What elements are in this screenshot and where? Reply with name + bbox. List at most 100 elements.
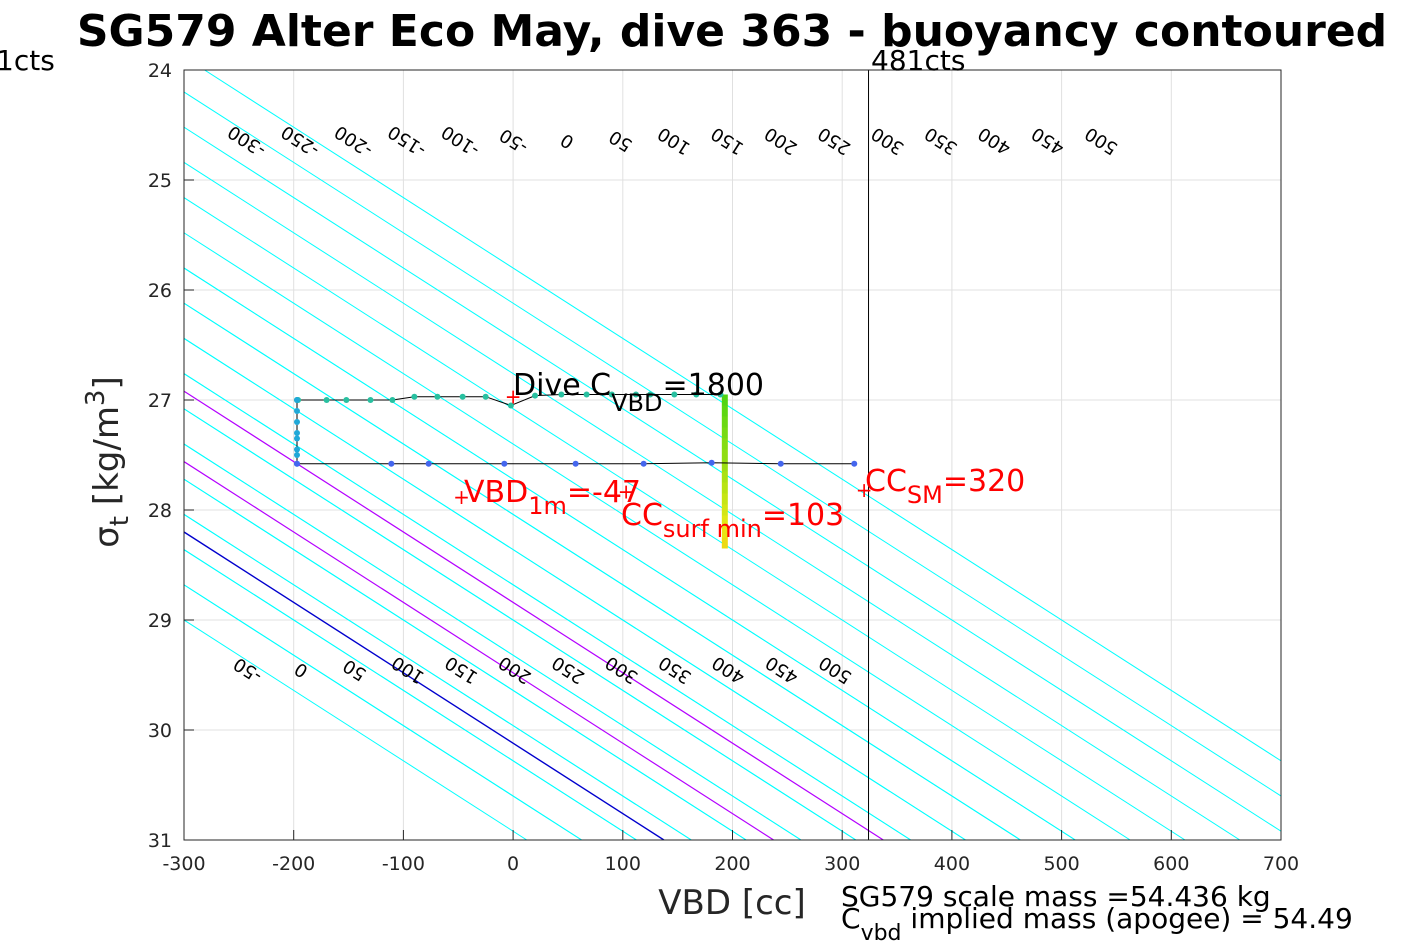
y-axis-title: σt [kg/m3] xyxy=(81,376,135,548)
contour-label-top: -250 xyxy=(278,121,324,161)
vertical-track-point xyxy=(293,397,300,403)
contour-label-top: -150 xyxy=(384,121,430,161)
contour-label-bottom: 50 xyxy=(340,655,371,685)
lower-track-point xyxy=(851,460,858,467)
vbd-min-label: 1cts xyxy=(0,44,55,77)
buoyancy-contour-line xyxy=(184,408,857,840)
reference-contour-line xyxy=(184,390,884,840)
vbd-1m-value: =-47 xyxy=(567,475,641,510)
x-tick-label: 200 xyxy=(714,853,750,875)
upper-track-point xyxy=(434,393,441,400)
y-tick-label: 29 xyxy=(148,610,172,632)
x-tick-label: 500 xyxy=(1043,853,1079,875)
upper-track-point xyxy=(558,391,565,398)
contour-label-bottom: 100 xyxy=(388,652,428,688)
buoyancy-contour-line xyxy=(184,513,692,840)
upper-track-point xyxy=(343,397,350,403)
dive-track: + + + + xyxy=(293,70,873,840)
vbd-1m-main: VBD xyxy=(464,475,528,510)
buoyancy-contours xyxy=(184,70,1281,840)
vertical-track-point xyxy=(293,430,300,436)
lower-track-point xyxy=(501,460,508,467)
grid-lines xyxy=(184,70,1281,840)
contour-label-bottom: 450 xyxy=(762,652,802,688)
dive-c-vbd-sub: VBD xyxy=(611,389,662,417)
contour-label-top: 450 xyxy=(1028,123,1068,159)
upper-track-point xyxy=(671,391,678,398)
lower-track-point xyxy=(293,460,300,467)
contour-label-top: -50 xyxy=(496,124,532,158)
contour-label-bottom: -50 xyxy=(230,653,266,687)
contour-label-bottom: 250 xyxy=(548,652,588,688)
buoyancy-contour-line xyxy=(184,584,582,840)
cc-surf-min-main: CC xyxy=(621,498,663,533)
contour-label-bottom: 350 xyxy=(655,652,695,688)
x-tick-label: -200 xyxy=(272,853,315,875)
reference-marker: + xyxy=(618,479,635,503)
lower-track-point xyxy=(708,459,715,466)
x-tick-label: 300 xyxy=(824,853,860,875)
implied-mass-text: Cvbd implied mass (apogee) = 54.49 xyxy=(841,902,1353,945)
buoyancy-contour-line xyxy=(184,373,912,840)
x-tick-label: 100 xyxy=(605,853,641,875)
x-tick-label: 700 xyxy=(1263,853,1299,875)
contour-label-top: 100 xyxy=(654,123,694,159)
y-tick-label: 26 xyxy=(148,280,172,302)
buoyancy-contour-line xyxy=(184,302,1021,840)
reference-marker: + xyxy=(453,485,470,509)
vertical-track-point xyxy=(293,446,300,453)
buoyancy-contour-line xyxy=(204,70,1281,762)
lower-track-point xyxy=(640,460,647,467)
buoyancy-contour-line xyxy=(184,232,1131,840)
cc-surf-min-value: =103 xyxy=(762,498,844,533)
implied-mass-sub: vbd xyxy=(861,921,902,945)
upper-track-point xyxy=(459,393,466,400)
scale-mass-text: SG579 scale mass =54.436 kg xyxy=(841,880,1271,913)
contour-label-top: -100 xyxy=(438,121,484,161)
upper-track-point xyxy=(632,391,639,398)
cc-sm-annotation: CCSM=320 xyxy=(865,464,1025,509)
buoyancy-contour-line xyxy=(184,337,966,840)
y-tick-label: 25 xyxy=(148,170,172,192)
cc-sm-main: CC xyxy=(865,464,907,499)
contour-label-top: 150 xyxy=(707,123,747,159)
buoyancy-contour-line xyxy=(184,373,912,840)
chart-title: SG579 Alter Eco May, dive 363 - buoyancy… xyxy=(77,6,1387,57)
dive-c-vbd-value: =1800 xyxy=(663,368,764,403)
lower-track-point xyxy=(572,460,579,467)
buoyancy-contour-line xyxy=(184,267,1076,840)
y-tick-label: 24 xyxy=(148,60,172,82)
upper-track-point xyxy=(608,391,615,398)
vertical-track-point xyxy=(293,419,300,425)
x-tick-label: 400 xyxy=(934,853,970,875)
vbd-max-label: 481cts xyxy=(871,44,965,77)
buoyancy-contour-line xyxy=(184,197,1186,840)
implied-mass-value: implied mass (apogee) = 54.49 xyxy=(902,902,1353,935)
buoyancy-contour-line xyxy=(184,91,1281,797)
reference-contour-line xyxy=(184,460,774,840)
contour-label-bottom: 400 xyxy=(708,652,748,688)
upper-track-point xyxy=(583,391,590,398)
cc-sm-sub: SM xyxy=(907,481,943,509)
lower-track-point xyxy=(777,460,784,467)
implied-mass-c: C xyxy=(841,902,861,935)
contour-label-bottom: 300 xyxy=(602,652,642,688)
x-tick-label: -100 xyxy=(382,853,425,875)
contour-label-bottom: 500 xyxy=(815,652,855,688)
upper-track-point xyxy=(507,402,514,409)
lower-track-point xyxy=(388,460,395,467)
contour-label-top: 50 xyxy=(606,126,637,156)
buoyancy-contour-line xyxy=(184,478,747,840)
contour-label-top: 500 xyxy=(1081,123,1121,159)
contour-label-top: 200 xyxy=(761,123,801,159)
axis-ticks: -300 -200 -100 0 100 200 300 400 500 600 700242526… xyxy=(148,60,1299,875)
contour-labels: -300 -250 -200 -150 -100 -50 0 50 100 150 200 250 30… xyxy=(224,121,1121,688)
contour-label-top: 0 xyxy=(557,129,578,153)
x-axis-title: VBD [cc] xyxy=(658,883,806,923)
cc-sm-value: =320 xyxy=(943,464,1025,499)
reference-marker: + xyxy=(856,478,873,502)
upper-track-point xyxy=(717,391,724,398)
buoyancy-contour-line xyxy=(184,443,802,840)
cc-surf-min-annotation: CCsurf min=103 xyxy=(621,498,844,543)
